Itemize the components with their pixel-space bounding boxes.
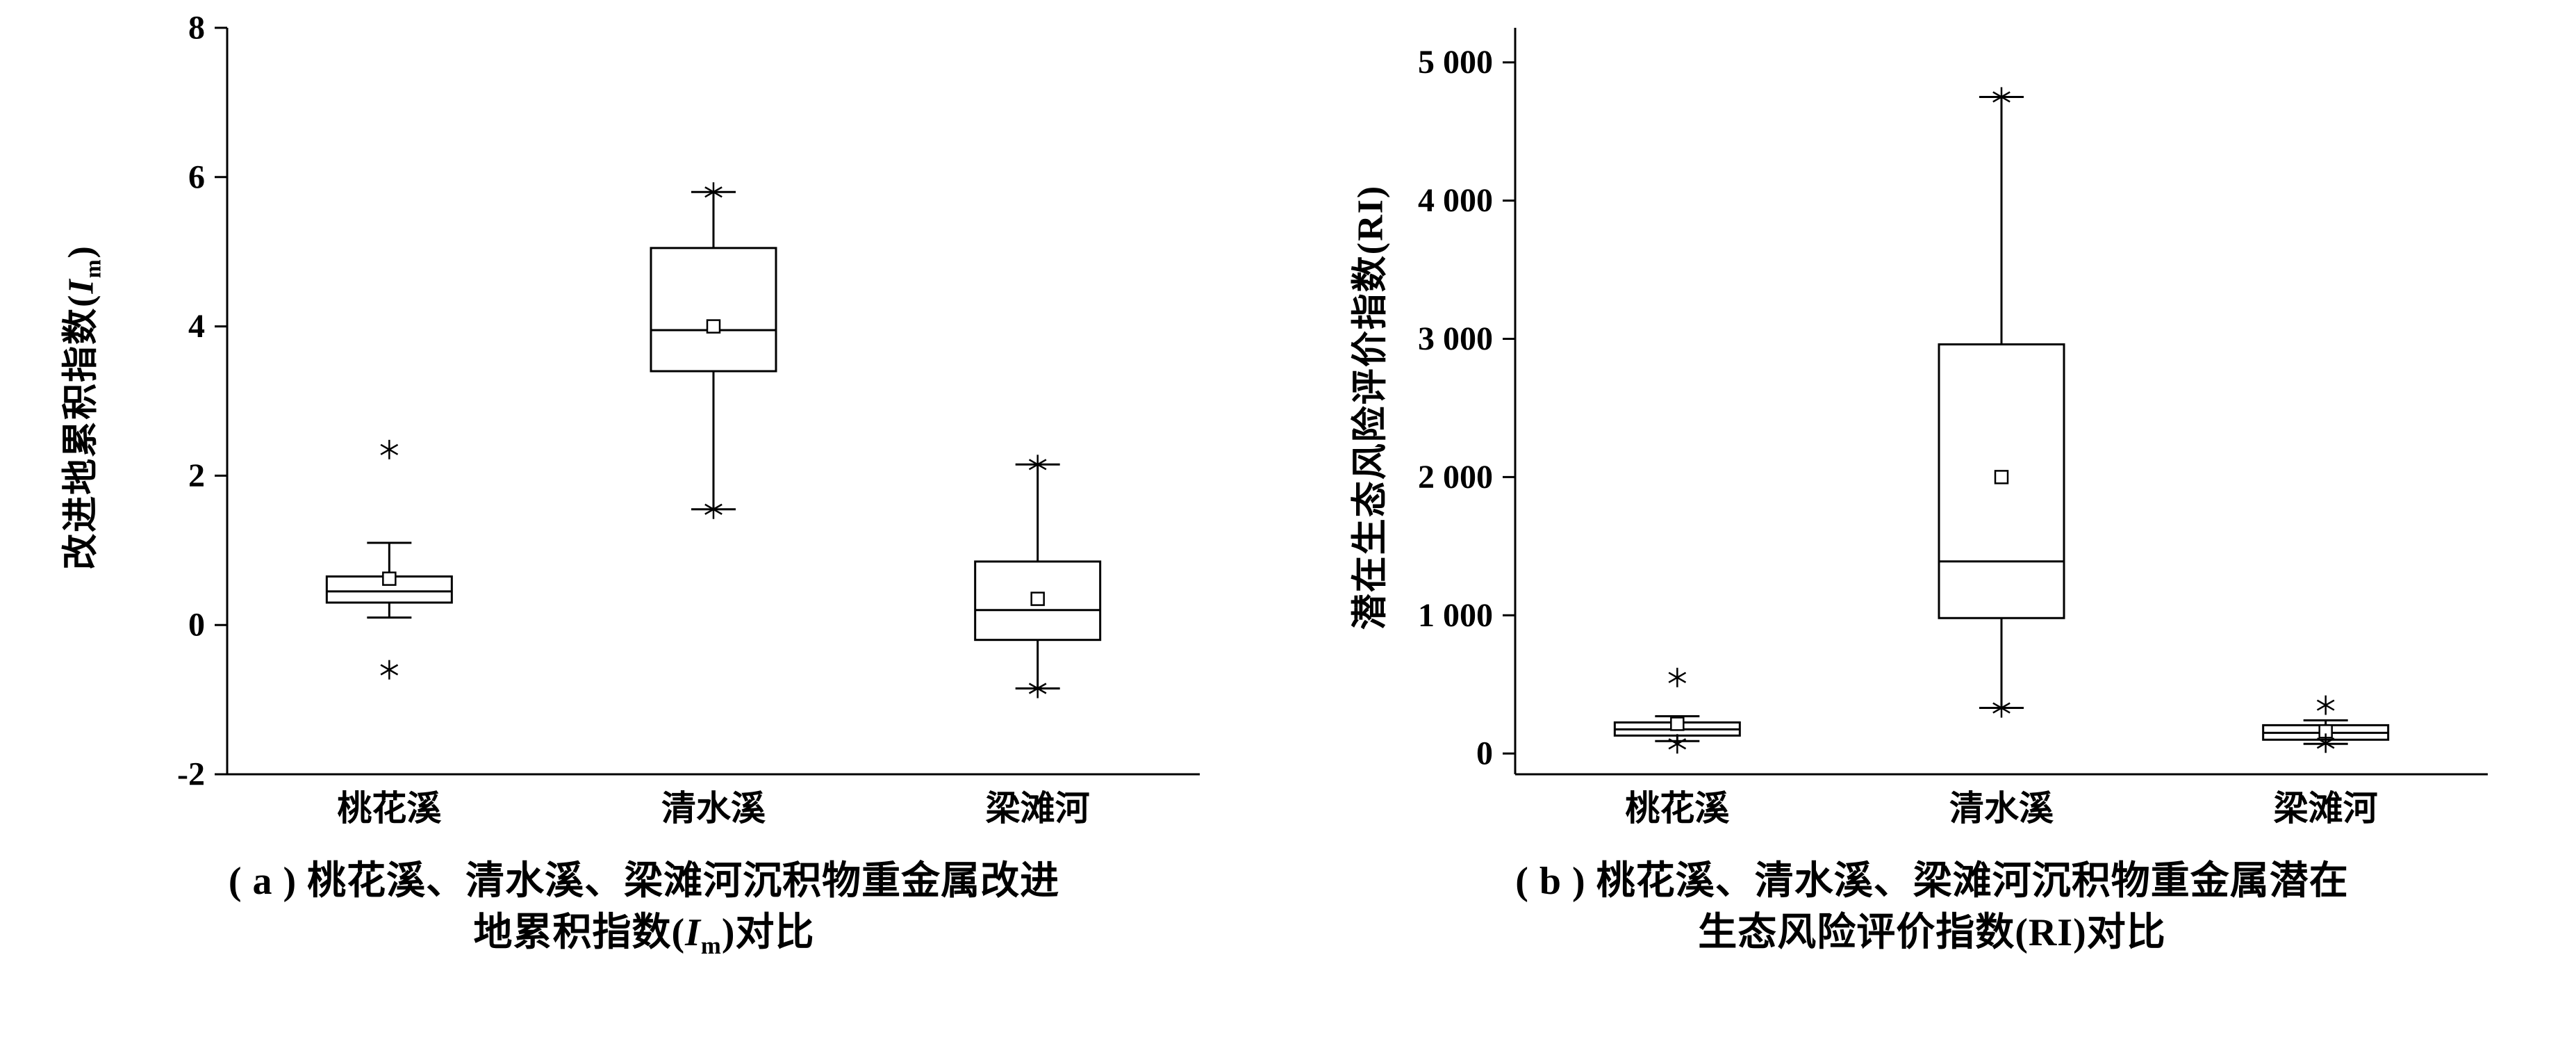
plot-area-a: 改进地累积指数(Im) -2 0 2 4 6 8 桃花溪 清水溪 梁滩河 xyxy=(40,4,1248,847)
y-axis-label-a-close: ) xyxy=(61,245,101,259)
figure-a: 改进地累积指数(Im) -2 0 2 4 6 8 桃花溪 清水溪 梁滩河 ( a ) 桃花溪、清… xyxy=(40,4,1248,962)
y-tick-label: 6 xyxy=(188,158,205,195)
caption-a-line2-sub: m xyxy=(700,932,722,960)
caption-a-line2-close: )对比 xyxy=(721,911,815,954)
caption-a-line2-text: 地累积指数( xyxy=(473,911,686,954)
y-tick-label: 0 xyxy=(1476,735,1493,772)
category-label: 桃花溪 xyxy=(1625,789,1730,828)
boxplot-chart-a: -2 0 2 4 6 8 桃花溪 清水溪 梁滩河 xyxy=(177,10,1200,828)
outlier-marker xyxy=(1992,91,2011,103)
category-label: 梁滩河 xyxy=(2274,789,2378,828)
outlier-marker xyxy=(380,664,399,676)
boxplot-chart-b: 0 1 000 2 000 3 000 4 000 5 000 桃花溪 清水溪 梁滩河 xyxy=(1418,28,2488,828)
y-tick-label: 8 xyxy=(188,10,205,47)
caption-a-line2: 地累积指数(Im)对比 xyxy=(229,908,1059,962)
y-tick-label: 1 000 xyxy=(1418,597,1493,634)
y-axis-label-a-sub: m xyxy=(80,258,106,279)
caption-b-line2: 生态风险评价指数(RI)对比 xyxy=(1515,908,2348,959)
y-axis-label-b-text: 潜在生态风险评价指数(RI) xyxy=(1351,184,1391,630)
outlier-marker xyxy=(2316,699,2335,711)
caption-b: ( b ) 桃花溪、清水溪、梁滩河沉积物重金属潜在 生态风险评价指数(RI)对比 xyxy=(1515,856,2348,959)
figure-b: 潜在生态风险评价指数(RI) 0 1 000 2 000 3 000 4 000 5 00… xyxy=(1288,0,2576,1037)
outlier-marker xyxy=(2316,737,2335,749)
category-label: 清水溪 xyxy=(1949,789,2054,828)
outlier-marker xyxy=(704,186,723,198)
y-tick-label: 5 000 xyxy=(1418,44,1493,81)
outlier-marker xyxy=(1668,671,1687,683)
plot-area-b: 潜在生态风险评价指数(RI) 0 1 000 2 000 3 000 4 000 5 00… xyxy=(1328,4,2536,847)
caption-b-line2-text: 生态风险评价指数(RI)对比 xyxy=(1698,911,2166,954)
y-tick-label: 4 xyxy=(188,308,205,345)
mean-marker xyxy=(1030,591,1045,606)
mean-marker xyxy=(1670,717,1685,731)
y-axis-label-a-var: I xyxy=(61,278,101,294)
outlier-marker xyxy=(1992,702,2011,714)
y-tick-label: 2 000 xyxy=(1418,459,1493,496)
outlier-marker xyxy=(1028,459,1047,471)
outlier-marker xyxy=(380,443,399,455)
y-axis-label-b: 潜在生态风险评价指数(RI) xyxy=(1341,185,1393,630)
y-tick-label: 4 000 xyxy=(1418,182,1493,219)
y-tick-label: 0 xyxy=(188,607,205,644)
y-tick-label: 2 xyxy=(188,457,205,494)
y-tick-label: -2 xyxy=(177,756,205,793)
category-label: 清水溪 xyxy=(661,789,766,828)
caption-a-line1: ( a ) 桃花溪、清水溪、梁滩河沉积物重金属改进 xyxy=(228,860,1060,903)
category-label: 梁滩河 xyxy=(986,789,1090,828)
category-label: 桃花溪 xyxy=(337,789,442,828)
outlier-marker xyxy=(1668,738,1687,750)
outlier-marker xyxy=(1028,683,1047,694)
caption-b-line1: ( b ) 桃花溪、清水溪、梁滩河沉积物重金属潜在 xyxy=(1515,860,2349,903)
outlier-marker xyxy=(704,503,723,515)
mean-marker xyxy=(706,319,721,334)
caption-a: ( a ) 桃花溪、清水溪、梁滩河沉积物重金属改进 地累积指数(Im)对比 xyxy=(229,856,1059,962)
caption-a-line2-var: I xyxy=(685,911,701,954)
y-axis-label-a-text: 改进地累积指数( xyxy=(61,293,101,570)
mean-marker xyxy=(382,571,397,586)
y-axis-label-a: 改进地累积指数(Im) xyxy=(51,245,106,570)
mean-marker xyxy=(1994,470,2009,484)
y-tick-label: 3 000 xyxy=(1418,320,1493,357)
iqr-box xyxy=(650,247,777,373)
